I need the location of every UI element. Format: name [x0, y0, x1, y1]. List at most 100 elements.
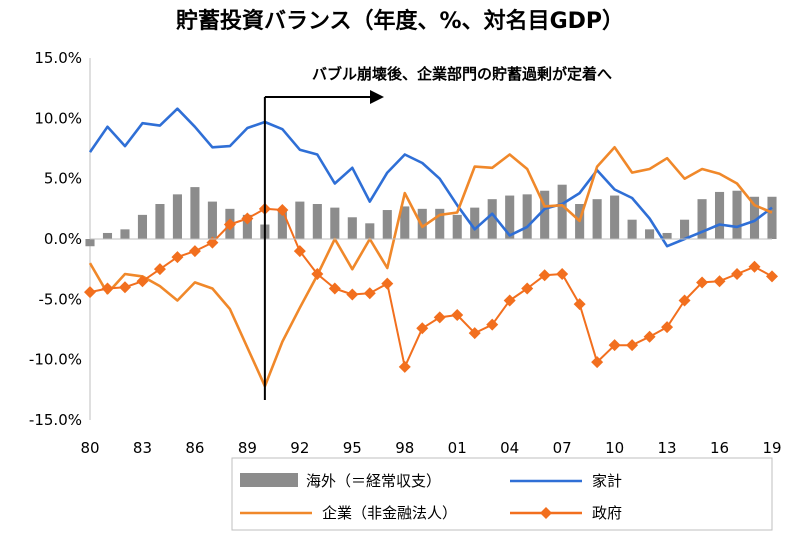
marker-government [381, 277, 394, 290]
marker-government [398, 360, 411, 373]
bar-overseas [540, 190, 550, 239]
x-tick-label: 04 [500, 439, 519, 457]
marker-government [223, 218, 236, 231]
bar-overseas [470, 207, 480, 239]
legend-swatch-marker [540, 507, 552, 519]
marker-government [573, 298, 586, 311]
marker-government [591, 356, 604, 369]
bar-overseas [505, 195, 515, 239]
marker-government [626, 339, 639, 352]
y-tick-label: 0.0% [44, 230, 82, 248]
bar-overseas [522, 194, 532, 239]
marker-arrow-head [370, 90, 384, 104]
bar-overseas [190, 187, 200, 239]
marker-government [468, 327, 481, 340]
legend-swatch-bar [240, 473, 298, 487]
marker-government [311, 267, 324, 280]
marker-government [363, 287, 376, 300]
line-household [88, 107, 773, 248]
bar-overseas [627, 219, 637, 239]
bar-overseas [592, 199, 602, 239]
marker-government [188, 245, 201, 258]
x-tick-label: 98 [395, 439, 414, 457]
marker-government [661, 321, 674, 334]
marker-government [556, 267, 569, 280]
y-axis: 15.0% 10.0% 5.0% 0.0% -5.0% -10.0% -15.0% [29, 49, 91, 429]
bar-overseas [155, 204, 165, 239]
line-government [89, 207, 773, 368]
bar-overseas [365, 223, 375, 239]
marker-government [416, 322, 429, 335]
marker-government [696, 276, 709, 289]
marker-government [521, 282, 534, 295]
bar-overseas [749, 196, 760, 239]
bar-overseas [662, 232, 672, 239]
bar-overseas [400, 206, 410, 239]
x-axis: 80 83 86 89 92 95 98 01 04 07 10 13 16 19 [80, 238, 782, 457]
bar-overseas [330, 207, 340, 239]
bar-overseas [295, 201, 305, 239]
bar-series-overseas [85, 184, 777, 247]
y-tick-label: -5.0% [38, 290, 82, 308]
bar-overseas [610, 195, 620, 239]
marker-government [136, 275, 149, 288]
bar-overseas [732, 190, 742, 239]
bar-overseas [417, 208, 427, 239]
marker-government [731, 267, 744, 280]
marker-government [486, 318, 499, 331]
bar-overseas [452, 214, 462, 239]
chart-title: 貯蓄投資バランス（年度、%、対名目GDP） [176, 8, 624, 34]
y-tick-label: -10.0% [29, 351, 82, 369]
bar-overseas [172, 194, 182, 239]
x-tick-label: 89 [238, 439, 257, 457]
x-tick-label: 92 [290, 439, 309, 457]
bar-overseas [557, 184, 567, 239]
marker-government [433, 311, 446, 324]
bar-overseas [207, 201, 217, 239]
bar-overseas [102, 232, 113, 239]
marker-government [153, 263, 166, 276]
x-tick-label: 95 [343, 439, 362, 457]
legend-box [231, 457, 773, 531]
bar-overseas [435, 208, 445, 239]
legend-label: 海外（＝経常収支） [306, 472, 441, 490]
marker-government [241, 212, 254, 225]
marker-government [118, 281, 131, 294]
marker-government [748, 260, 761, 273]
bar-overseas [767, 196, 777, 239]
bar-overseas [347, 217, 357, 239]
x-tick-label: 83 [133, 439, 152, 457]
bar-overseas [120, 229, 130, 239]
y-tick-label: -15.0% [29, 411, 82, 429]
marker-government [643, 330, 656, 343]
marker-government [293, 245, 306, 258]
bar-overseas [277, 211, 287, 239]
marker-government [713, 275, 726, 288]
annotation: バブル崩壊後、企業部門の貯蓄過剰が定着へ [263, 65, 612, 400]
legend-label: 家計 [592, 472, 622, 490]
bar-overseas [242, 214, 252, 239]
marker-government [276, 204, 289, 217]
bar-overseas [697, 199, 707, 239]
line-corporate [88, 146, 773, 388]
marker-government [84, 286, 96, 299]
bar-overseas [680, 219, 690, 239]
bar-overseas [137, 214, 148, 239]
marker-government [766, 270, 778, 283]
bar-overseas [312, 204, 322, 239]
y-tick-label: 5.0% [44, 170, 82, 188]
line-series [84, 107, 778, 388]
annotation-text: バブル崩壊後、企業部門の貯蓄過剰が定着へ [312, 65, 612, 83]
x-tick-label: 07 [553, 439, 572, 457]
marker-government [678, 294, 691, 307]
marker-government [451, 309, 464, 322]
marker-government [503, 294, 516, 307]
x-tick-label: 80 [80, 439, 99, 457]
marker-government [346, 288, 359, 301]
bar-overseas [85, 239, 95, 247]
bar-overseas [645, 229, 655, 239]
bar-overseas [487, 199, 497, 239]
x-tick-label: 19 [762, 439, 781, 457]
